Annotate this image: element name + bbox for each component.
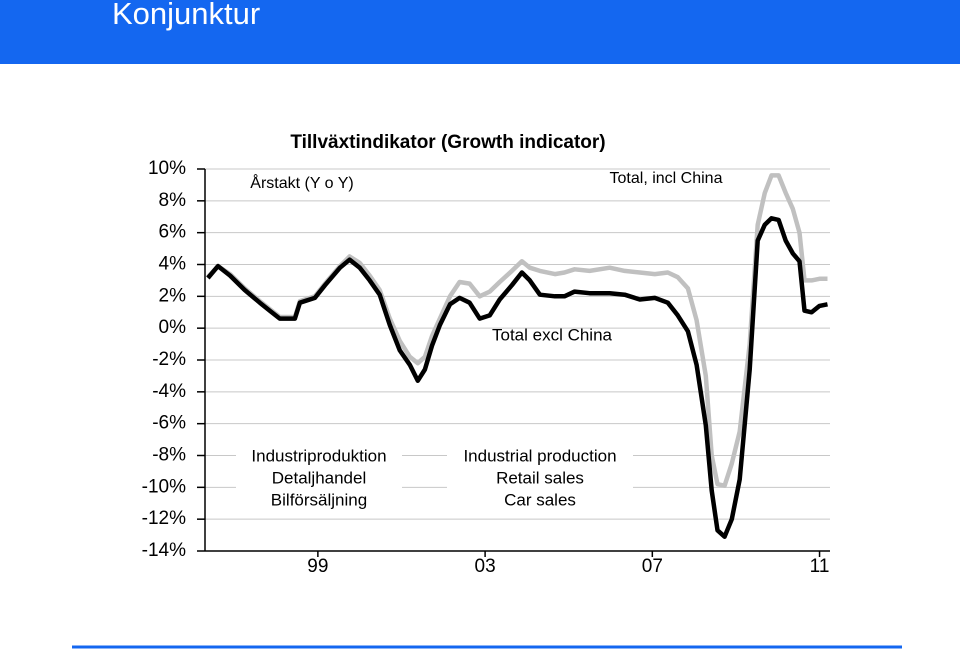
component-note: Retail sales [496,468,584,487]
y-tick-label: -8% [152,445,186,466]
y-tick-label: -2% [152,349,186,370]
x-tick-label: 11 [810,556,830,577]
chart-title: Tillväxtindikator (Growth indicator) [290,132,605,153]
grid: 10% 8% 6% 4% 2% 0% -2% -4% -6% -8% -10% -12% -14% 99 0… [142,158,830,577]
note-bg [447,491,633,511]
y-tick-label: 8% [159,190,187,211]
x-tick-label: 03 [475,556,496,577]
y-tick-label: 4% [159,254,187,275]
y-tick-label: -14% [142,540,186,561]
y-tick-label: 2% [159,285,187,306]
y-tick-label: -4% [152,381,186,402]
y-tick-label: -12% [142,508,186,529]
series-line [206,216,828,539]
header-bar [0,0,960,64]
note-bg [236,447,402,467]
component-note: Industrial production [463,446,616,465]
note-bg [447,447,633,467]
chart-subtitle: Årstakt (Y o Y) [250,173,353,192]
y-tick-label: -6% [152,413,186,434]
plot [206,173,828,539]
y-tick-label: 10% [148,158,186,179]
series-label: Total excl China [492,325,613,344]
component-note: Industriproduktion [251,446,386,465]
overlay: Total, incl China Total excl China Industr… [236,170,723,511]
series-label: Total, incl China [610,170,723,187]
y-tick-label: 0% [159,317,187,338]
component-note: Bilförsäljning [271,490,367,509]
note-bg [447,469,633,489]
slide-title: Konjunktur [112,0,260,31]
x-tick-label: 07 [642,556,663,577]
note-bg [236,469,402,489]
y-tick-label: -10% [142,476,186,497]
component-note: Detaljhandel [272,468,367,487]
x-tick-label: 99 [307,556,328,577]
note-bg [236,491,402,511]
component-note: Car sales [504,490,576,509]
y-tick-label: 6% [159,222,187,243]
